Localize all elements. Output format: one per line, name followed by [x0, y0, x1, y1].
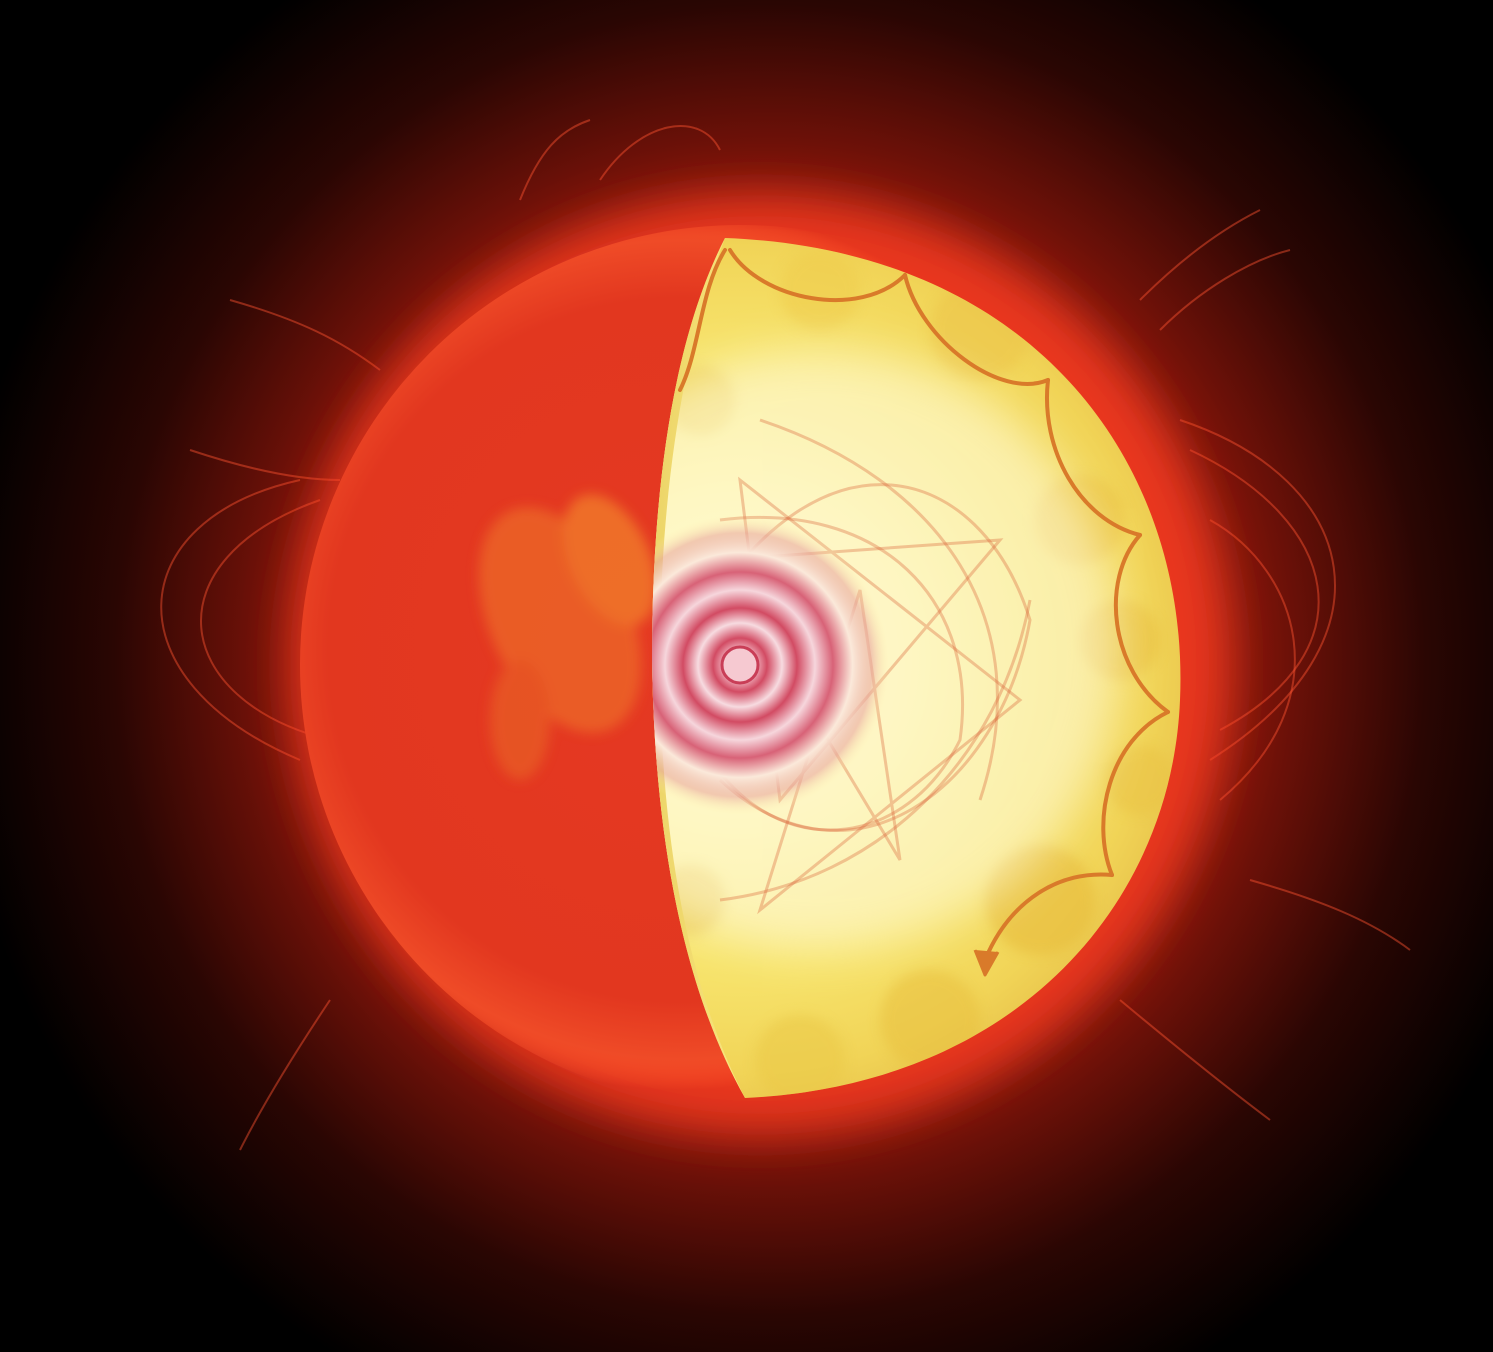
- cutaway-rim: [652, 238, 745, 1098]
- core-center: [720, 645, 760, 685]
- convection-cells: [678, 248, 1170, 962]
- arrow-icon: [973, 949, 1000, 977]
- surface-flares: [478, 494, 657, 780]
- corona-filaments: [160, 119, 1411, 1151]
- star-interior-cutaway: [652, 238, 1181, 1098]
